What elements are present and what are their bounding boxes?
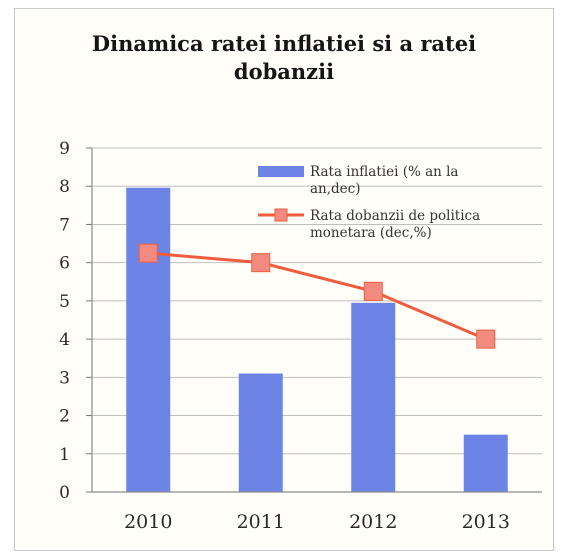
y-tick-label: 8 bbox=[59, 177, 70, 197]
x-tick-label: 2012 bbox=[349, 511, 397, 533]
line-interest-rate bbox=[148, 251, 487, 341]
legend-key-interest-rate-marker bbox=[274, 208, 288, 222]
axes bbox=[86, 147, 542, 493]
marker-interest-rate-2013 bbox=[476, 329, 496, 349]
y-tick-label: 3 bbox=[59, 368, 70, 388]
legend-label-interest-rate: monetara (dec,%) bbox=[310, 225, 432, 241]
y-tick-label: 4 bbox=[59, 330, 70, 350]
chart-title-line: dobanzii bbox=[233, 59, 335, 84]
bar-inflation-2012 bbox=[351, 302, 396, 492]
y-tick-label: 2 bbox=[59, 407, 70, 427]
bar-inflation-2011 bbox=[238, 373, 283, 492]
bar-inflation-2013 bbox=[463, 434, 508, 492]
legend-key-inflation bbox=[258, 166, 304, 177]
legend-label-interest-rate: Rata dobanzii de politica bbox=[310, 208, 480, 224]
y-tick-labels: 0 1 2 3 4 5 6 7 8 9 bbox=[59, 139, 70, 503]
bar-series-inflation bbox=[126, 187, 508, 493]
marker-interest-rate-2012 bbox=[363, 281, 383, 301]
legend-label-inflation: an,dec) bbox=[310, 181, 361, 197]
y-tick-label: 6 bbox=[59, 254, 70, 274]
y-tick-label: 1 bbox=[59, 445, 70, 465]
legend-label-inflation: Rata inflatiei (% an la bbox=[310, 164, 458, 180]
x-tick-label: 2010 bbox=[124, 511, 172, 533]
x-tick-label: 2013 bbox=[462, 511, 510, 533]
y-tick-label: 0 bbox=[59, 483, 70, 503]
chart-title: Dinamica ratei inflatiei si a ratei doban… bbox=[14, 30, 554, 86]
bar-inflation-2010 bbox=[126, 187, 171, 493]
y-tick-label: 9 bbox=[59, 139, 70, 159]
y-tick-label: 5 bbox=[59, 292, 70, 312]
chart-title-line: Dinamica ratei inflatiei si a ratei bbox=[91, 31, 477, 56]
marker-interest-rate-2010 bbox=[138, 243, 158, 263]
y-tick-label: 7 bbox=[59, 215, 70, 235]
x-tick-labels: 2010 2011 2012 2013 bbox=[124, 511, 510, 533]
x-tick-label: 2011 bbox=[237, 511, 285, 533]
marker-interest-rate-2011 bbox=[251, 253, 271, 273]
line-series-interest-rate bbox=[138, 243, 496, 349]
